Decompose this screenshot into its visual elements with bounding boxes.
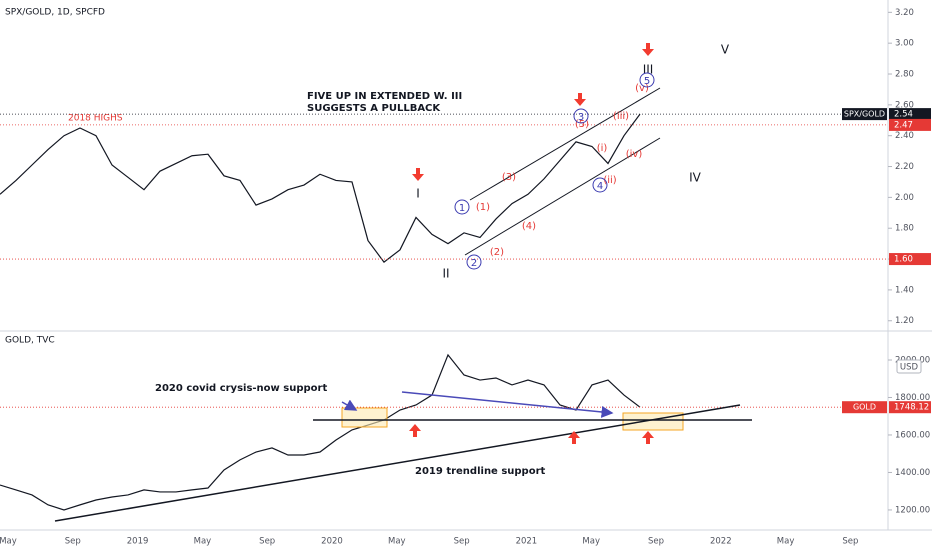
symbol-tag	[842, 108, 887, 121]
chart-title: GOLD, TVC	[5, 336, 55, 346]
annotation: 2020 covid crysis-now support	[155, 383, 327, 394]
x-tick-label: Sep	[842, 537, 858, 547]
trendline	[54, 404, 741, 522]
y-tick-label: 1600.00	[895, 430, 930, 440]
wave-label: V	[721, 43, 730, 57]
wave-circle	[639, 72, 655, 88]
x-tick-label: 2021	[516, 537, 538, 547]
wave-label: (i)	[597, 143, 608, 154]
price-line	[0, 113, 641, 263]
wave-label: 2	[471, 258, 477, 269]
wave-label: IV	[689, 171, 702, 185]
wave-label: I	[416, 187, 420, 201]
x-tick-label: Sep	[259, 537, 275, 547]
price-tag-label: 2.47	[894, 120, 913, 130]
y-tick-label: 1200.00	[895, 505, 930, 515]
y-tick-label: 1400.00	[895, 468, 930, 478]
price-tag	[889, 253, 931, 266]
x-tick-label: Sep	[648, 537, 664, 547]
wave-label: (1)	[476, 202, 490, 213]
y-tick-label: 2.80	[895, 70, 914, 80]
red-arrow	[574, 93, 586, 106]
y-tick-label: 2.00	[895, 193, 914, 203]
wave-circle	[466, 254, 482, 270]
red-arrow	[409, 424, 421, 437]
x-tick-label: May	[194, 537, 212, 547]
y-tick-label: 1800.00	[895, 393, 930, 403]
price-tag-label: 1.60	[894, 255, 913, 265]
price-tag	[889, 118, 931, 131]
red-arrow	[642, 43, 654, 56]
y-tick-label: 1.20	[895, 316, 914, 326]
channel-line	[469, 87, 661, 201]
x-tick-label: May	[582, 537, 600, 547]
x-tick-label: 2020	[321, 537, 343, 547]
wave-circle	[454, 199, 470, 215]
wave-label: 1	[459, 203, 465, 214]
y-tick-label: 2.60	[895, 100, 914, 110]
wave-label: 5	[644, 76, 650, 87]
channel-line	[464, 137, 661, 256]
x-tick-label: 2022	[710, 537, 732, 547]
wave-circle	[573, 108, 589, 124]
wave-label: (iii)	[613, 111, 629, 122]
annotation: SUGGESTS A PULLBACK	[307, 103, 441, 114]
wave-label: III	[643, 63, 654, 77]
wave-label: 4	[597, 181, 603, 192]
x-tick-label: May	[388, 537, 406, 547]
x-tick-label: May	[0, 537, 17, 547]
wave-label: (2)	[490, 247, 504, 258]
annotation: 2018 HIGHS	[68, 114, 123, 124]
y-tick-label: 1.40	[895, 285, 914, 295]
red-arrow	[642, 431, 654, 444]
price-tag-label: 1748.12	[894, 403, 929, 413]
wave-circle	[592, 177, 608, 193]
price-tag	[889, 401, 931, 414]
currency-box	[896, 359, 922, 374]
annotation: FIVE UP IN EXTENDED W. III	[307, 91, 462, 102]
y-tick-label: 2.20	[895, 162, 914, 172]
wave-label: (5)	[575, 119, 589, 130]
wave-label: (iv)	[626, 149, 643, 160]
symbol-tag-label: SPX/GOLD	[844, 110, 885, 119]
support-box	[341, 407, 388, 428]
x-tick-label: Sep	[65, 537, 81, 547]
price-line	[0, 353, 641, 511]
x-tick-label: Sep	[454, 537, 470, 547]
wave-label: (3)	[502, 172, 516, 183]
price-tag-label: 2.54	[894, 110, 913, 120]
y-tick-label: 1.80	[895, 224, 914, 234]
red-arrow	[412, 168, 424, 181]
x-tick-label: May	[777, 537, 795, 547]
symbol-tag	[842, 401, 887, 414]
wave-label: (v)	[635, 83, 649, 94]
y-tick-label: 3.00	[895, 39, 914, 49]
y-tick-label: 2.40	[895, 131, 914, 141]
currency: USD	[900, 363, 919, 373]
blue-arrow	[341, 399, 358, 411]
wave-label: II	[442, 267, 449, 281]
annotation: 2019 trendline support	[415, 466, 546, 477]
wave-label: 3	[578, 112, 584, 123]
chart-title: SPX/GOLD, 1D, SPCFD	[5, 8, 105, 18]
y-tick-label: 3.20	[895, 8, 914, 18]
symbol-tag-label: GOLD	[853, 403, 876, 412]
x-tick-label: 2019	[127, 537, 149, 547]
wave-label: (4)	[522, 221, 536, 232]
wave-label: (ii)	[603, 175, 616, 186]
blue-arrow	[401, 391, 614, 418]
